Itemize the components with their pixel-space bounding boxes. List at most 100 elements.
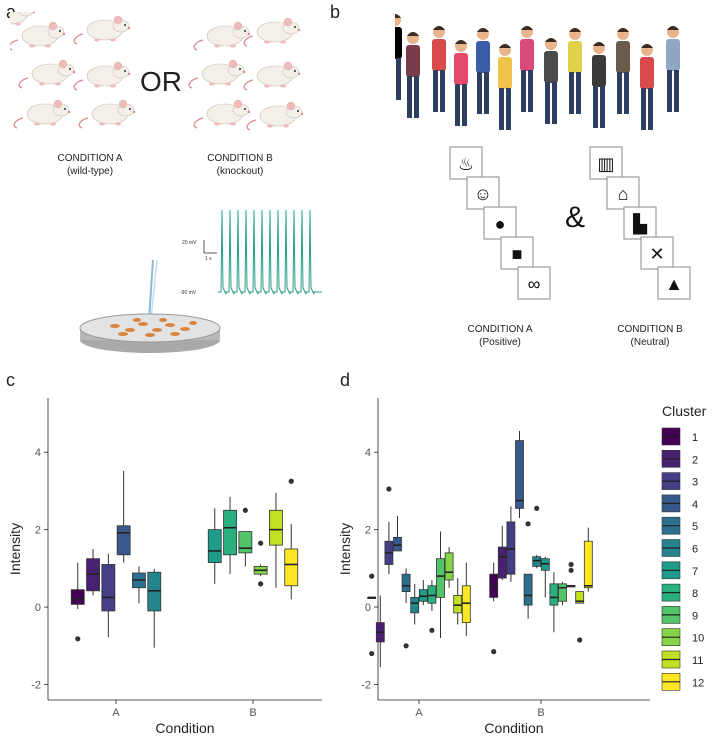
legend-label: 3 — [692, 477, 698, 489]
box-iqr — [497, 546, 507, 579]
legend-title: Cluster — [662, 403, 707, 419]
box-iqr — [523, 573, 533, 606]
box-cond-B-cluster-9 — [238, 507, 253, 567]
legend-item-9: 9 — [661, 606, 698, 624]
x-axis-title: Condition — [155, 720, 214, 736]
box-cond-B-cluster-12 — [583, 527, 593, 592]
box-cond-B-cluster-9 — [558, 581, 567, 606]
petri-dish — [79, 260, 221, 353]
box-iqr — [549, 583, 559, 606]
box-cond-A-cluster-6 — [410, 583, 420, 625]
neutral-condition-label: CONDITION B (Neutral) — [617, 324, 683, 348]
y-axis-title: Intensity — [7, 523, 23, 575]
outlier-point — [534, 505, 540, 511]
box-cond-B-cluster-6 — [532, 505, 542, 569]
legend-label: 1 — [692, 432, 698, 444]
outlier-point — [577, 637, 583, 643]
box-cond-B-cluster-8 — [223, 496, 237, 575]
box-iqr — [506, 521, 516, 575]
box-cond-B-cluster-4 — [515, 430, 524, 519]
balloon-dog-icon: ∞ — [528, 274, 541, 294]
legend-label: 4 — [692, 499, 698, 511]
house-icon: ⌂ — [618, 184, 629, 204]
legend-item-5: 5 — [661, 516, 698, 535]
box-iqr — [515, 440, 524, 509]
y-tick-label: 2 — [35, 525, 41, 537]
box-iqr — [453, 595, 463, 614]
gift-icon: ■ — [512, 244, 523, 264]
box-cond-A-cluster-1 — [367, 573, 377, 657]
box-iqr — [101, 564, 116, 612]
box-cond-B-cluster-8 — [549, 572, 559, 633]
legend-item-10: 10 — [661, 628, 704, 646]
box-iqr — [116, 525, 131, 556]
legend-item-7: 7 — [661, 561, 698, 580]
panel-c-letter: c — [6, 370, 15, 390]
outlier-point — [369, 650, 375, 657]
person-icon — [395, 14, 402, 100]
box-cond-A-cluster-1 — [70, 562, 85, 642]
box-cond-B-cluster-11 — [269, 492, 283, 588]
mouse-icon — [10, 12, 36, 26]
box-cond-B-cluster-12 — [284, 478, 299, 600]
box-iqr — [436, 558, 445, 598]
legend-label: 8 — [692, 588, 698, 600]
box-cond-B-cluster-1 — [489, 562, 499, 655]
legend-item-11: 11 — [661, 650, 703, 669]
box-iqr — [410, 596, 420, 614]
positive-image-stack: ♨ ☺ ● ■ ∞ — [449, 146, 551, 300]
box-iqr — [238, 531, 253, 554]
box-iqr — [558, 583, 567, 602]
positive-condition-label: CONDITION A (Positive) — [467, 324, 533, 348]
box-iqr — [583, 540, 593, 589]
condition-b-label: CONDITION B (knockout) — [207, 153, 273, 177]
factory-icon: ▙ — [632, 213, 648, 235]
outlier-point — [386, 486, 392, 492]
x-tick-label: A — [112, 707, 120, 719]
outlier-point — [403, 643, 409, 649]
outlier-point — [568, 561, 574, 568]
box-iqr — [223, 509, 237, 556]
box-cond-B-cluster-3 — [506, 506, 516, 582]
box-iqr — [393, 536, 402, 552]
box-cond-A-cluster-8 — [427, 579, 437, 633]
outlier-point — [568, 567, 574, 573]
outlier-point — [288, 478, 294, 484]
box-iqr — [401, 573, 411, 592]
legend-label: 2 — [692, 454, 698, 466]
scale-mv: 20 mV — [182, 240, 197, 246]
y-tick-label: 0 — [365, 602, 371, 614]
outlier-point — [429, 627, 435, 633]
dancing-icon: ☺ — [474, 184, 492, 204]
y-tick-label: 4 — [35, 447, 41, 459]
outlier-point — [491, 649, 497, 655]
panel-d-letter: d — [340, 370, 351, 390]
or-label: OR — [140, 66, 182, 97]
legend-item-12: 12 — [661, 672, 704, 691]
y-tick-label: -2 — [361, 680, 371, 692]
cake-icon: ♨ — [458, 154, 474, 174]
box-iqr — [444, 552, 454, 581]
crowd-illustration — [395, 14, 680, 130]
legend-item-3: 3 — [661, 472, 698, 490]
windmill-icon: ✕ — [649, 244, 664, 264]
box-cond-A-cluster-9 — [436, 531, 445, 639]
box-cond-B-cluster-5 — [523, 521, 533, 619]
box-cond-A-cluster-2 — [375, 595, 385, 668]
box-iqr — [284, 548, 299, 587]
box-cond-B-cluster-7 — [207, 508, 222, 584]
y-axis-title: Intensity — [337, 523, 353, 575]
box-iqr — [269, 509, 283, 546]
box-cond-A-cluster-10 — [444, 547, 454, 588]
image-cards: ♨ ☺ ● ■ ∞ & ▥ ⌂ ▙ ✕ ▲ — [449, 146, 691, 300]
box-cond-A-cluster-11 — [453, 578, 463, 625]
chart-c: -2 0 2 4 A B Condition Intensity — [7, 398, 322, 736]
legend-label: 12 — [692, 677, 704, 689]
box-cond-A-cluster-5 — [401, 568, 411, 649]
box-cond-A-cluster-7 — [418, 579, 428, 606]
condition-a-label: CONDITION A (wild-type) — [57, 153, 123, 177]
outlier-point — [75, 636, 81, 642]
box-cond-A-cluster-6 — [147, 569, 162, 648]
legend-label: 6 — [692, 544, 698, 556]
outlier-point — [258, 540, 264, 546]
